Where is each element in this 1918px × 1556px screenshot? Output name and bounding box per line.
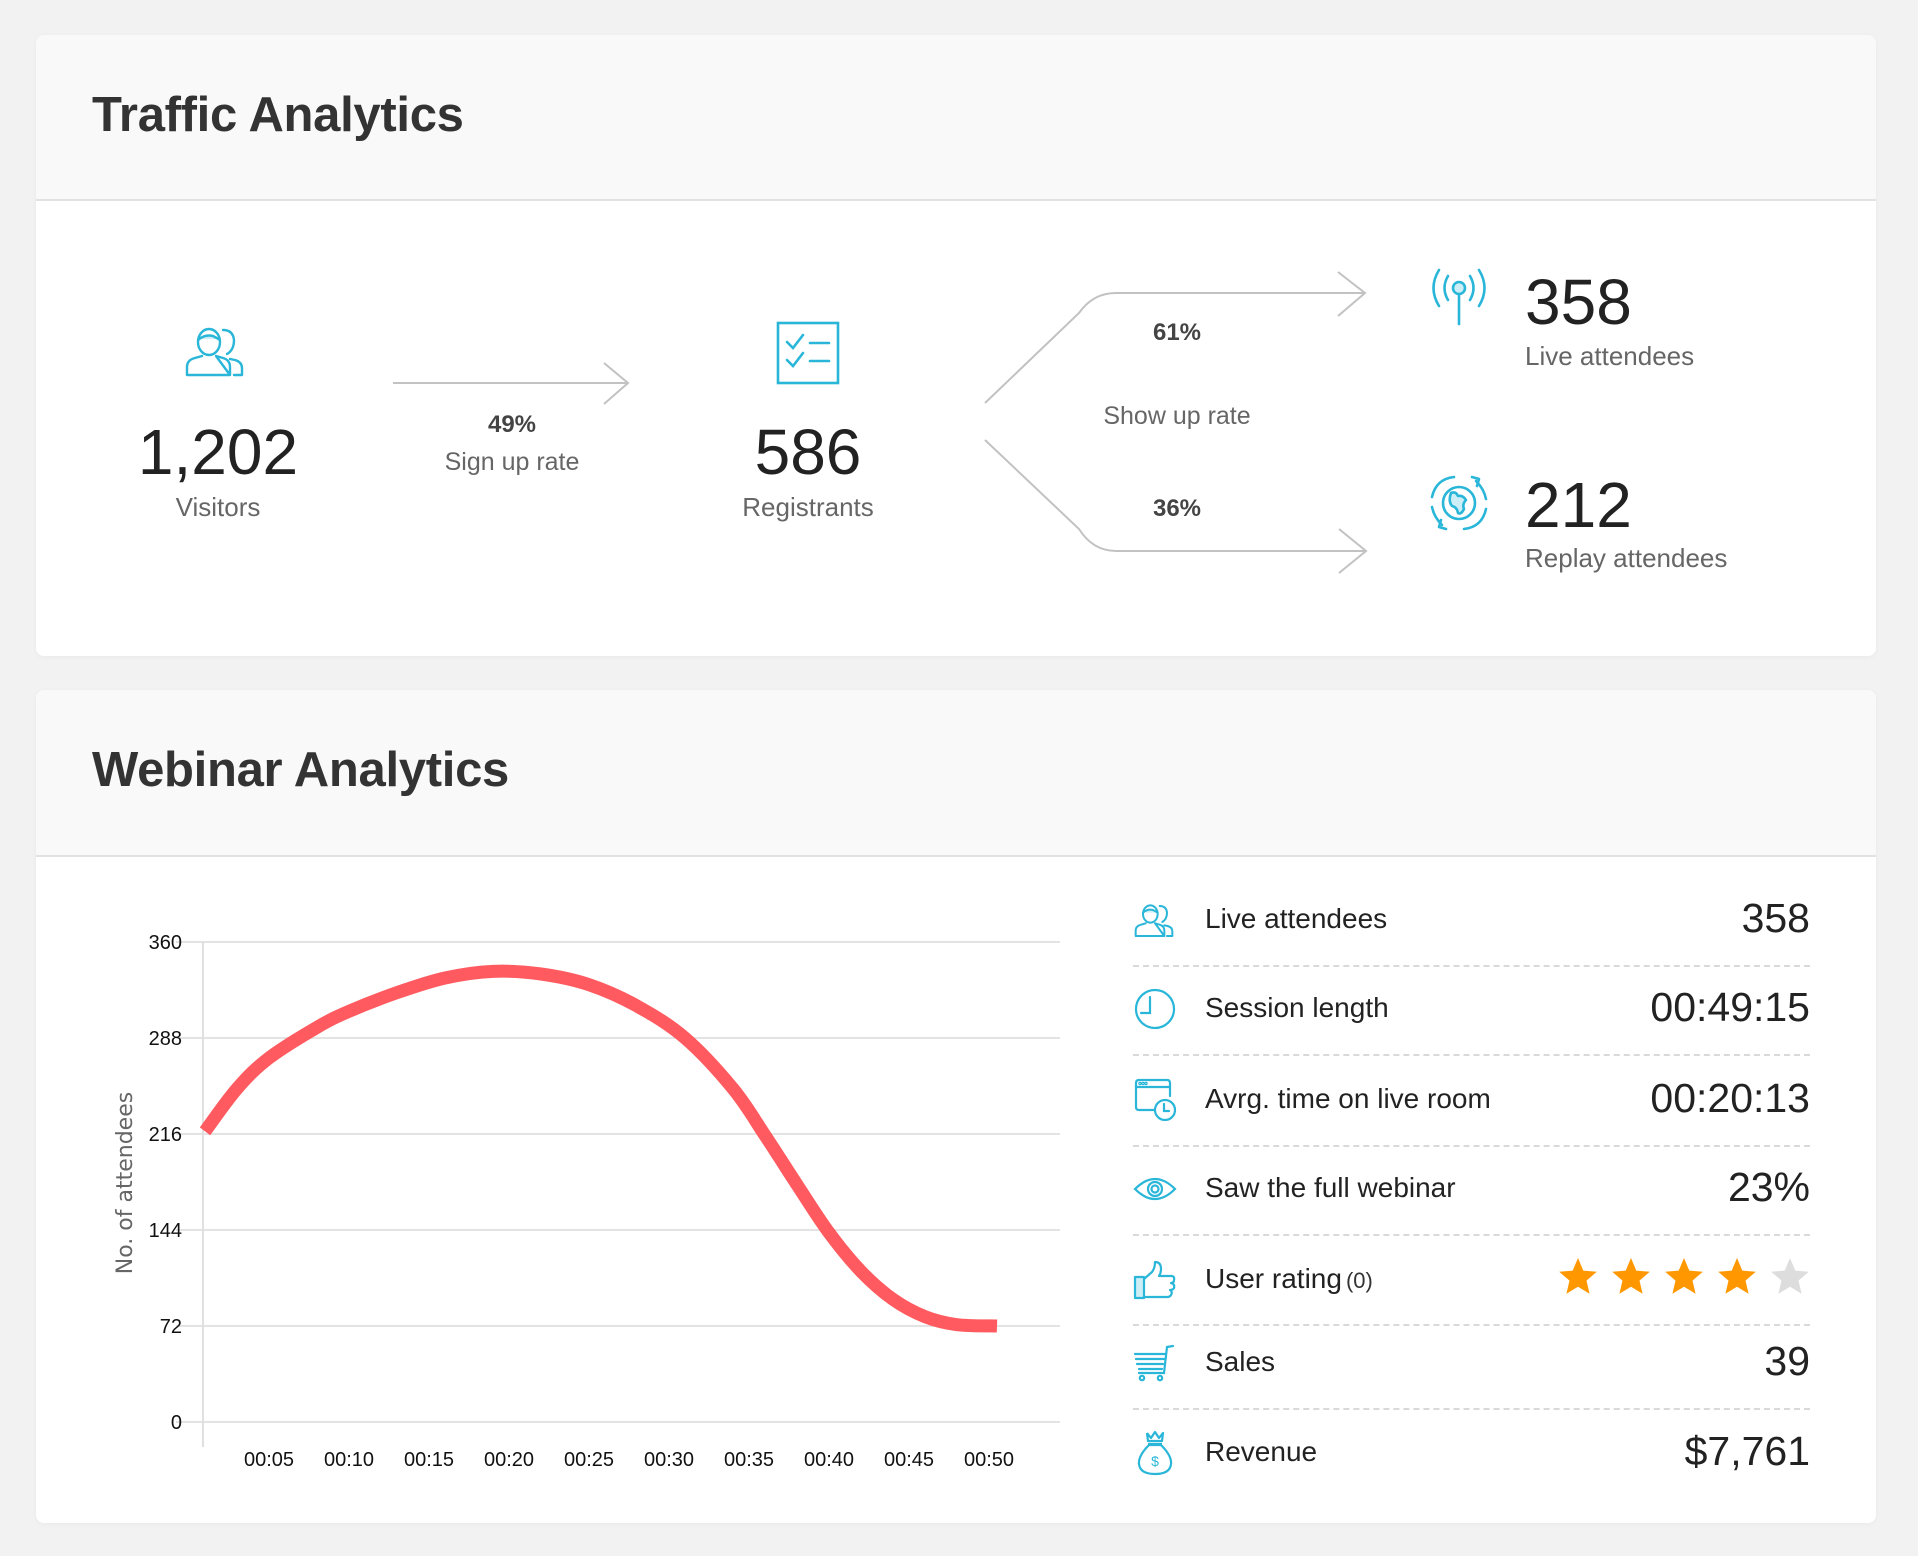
replay-attendees-label: Replay attendees <box>1525 543 1728 573</box>
eye-icon <box>1133 1167 1177 1211</box>
webinar-analytics-card: Webinar Analytics 0 72 144 216 288 360 00:05 0… <box>36 690 1876 1523</box>
x-tick-label: 00:10 <box>324 1449 374 1471</box>
stat-value: 39 <box>1764 1338 1810 1384</box>
traffic-analytics-title: Traffic Analytics <box>92 88 464 142</box>
signup-arrow <box>393 362 630 405</box>
x-tick-label: 00:30 <box>644 1449 694 1471</box>
globe-refresh-icon <box>1426 471 1492 535</box>
stat-row: Sales 39 <box>1133 1333 1810 1393</box>
traffic-analytics-header: Traffic Analytics <box>36 35 1876 201</box>
x-tick-label: 00:40 <box>804 1449 854 1471</box>
x-tick-label: 00:05 <box>244 1449 294 1471</box>
y-tick-label: 0 <box>171 1412 182 1434</box>
star-filled-icon[interactable] <box>1611 1256 1651 1296</box>
live-attendees-label: Live attendees <box>1525 341 1695 371</box>
webinar-analytics-title: Webinar Analytics <box>92 743 509 797</box>
attendees-line-chart: 0 72 144 216 288 360 00:05 00:10 00:15 00:20 00:2… <box>113 932 1060 1471</box>
stat-label: Live attendees <box>1205 903 1388 935</box>
stat-label: Saw the full webinar <box>1205 1172 1456 1204</box>
star-empty-icon[interactable] <box>1770 1256 1810 1296</box>
stat-value: $7,761 <box>1684 1428 1810 1474</box>
x-tick-label: 00:50 <box>964 1449 1014 1471</box>
showup-rate-label: Show up rate <box>1103 402 1251 430</box>
checklist-icon <box>775 320 841 386</box>
x-tick-label: 00:15 <box>404 1449 454 1471</box>
star-filled-icon[interactable] <box>1717 1256 1757 1296</box>
stat-label-text: Session length <box>1205 992 1389 1023</box>
webinar-analytics-header: Webinar Analytics <box>36 690 1876 857</box>
people-icon <box>183 325 249 377</box>
live-attendees-count: 358 <box>1525 266 1632 338</box>
dashed-divider <box>1133 1408 1810 1410</box>
dashed-divider <box>1133 1324 1810 1326</box>
people-icon <box>1133 898 1177 942</box>
money-bag-icon: $ <box>1133 1430 1177 1476</box>
traffic-analytics-card: Traffic Analytics 1,202 <box>36 35 1876 656</box>
dashed-divider <box>1133 965 1810 967</box>
stat-label-text: Revenue <box>1205 1436 1318 1467</box>
signup-rate-label: Sign up rate <box>444 448 580 476</box>
y-axis-title: No. of attendees <box>113 1092 138 1274</box>
live-arrow <box>984 271 1367 404</box>
x-tick-label: 00:25 <box>564 1449 614 1471</box>
y-tick-label: 144 <box>149 1220 182 1242</box>
signup-rate-value: 49% <box>487 411 537 438</box>
stat-row: $ Revenue $7,761 <box>1133 1423 1810 1483</box>
stat-label-text: Sales <box>1205 1346 1276 1377</box>
registrants-label: Registrants <box>742 492 874 522</box>
clock-icon <box>1133 987 1177 1031</box>
stat-row: Session length 00:49:15 <box>1133 979 1810 1039</box>
stat-row: User rating (0) <box>1133 1250 1810 1310</box>
dashed-divider <box>1133 1234 1810 1236</box>
replay-arrow <box>984 439 1368 574</box>
stat-label: Avrg. time on live room <box>1205 1083 1491 1115</box>
window-clock-icon <box>1133 1078 1177 1122</box>
cart-icon <box>1133 1341 1177 1385</box>
stat-row: Avrg. time on live room 00:20:13 <box>1133 1070 1810 1130</box>
rating-count: (0) <box>1345 1268 1373 1293</box>
y-tick-label: 360 <box>149 932 182 954</box>
star-rating[interactable] <box>1558 1256 1810 1296</box>
thumbs-up-icon <box>1133 1258 1177 1302</box>
visitors-count: 1,202 <box>137 416 299 488</box>
x-tick-label: 00:45 <box>884 1449 934 1471</box>
stat-label-text: Saw the full webinar <box>1205 1172 1456 1203</box>
stat-value: 358 <box>1741 895 1810 941</box>
stat-value: 00:20:13 <box>1650 1075 1810 1121</box>
registrants-count: 586 <box>754 416 862 488</box>
funnel-arrows <box>393 271 1368 574</box>
stat-label-text: Avrg. time on live room <box>1205 1083 1491 1114</box>
stat-label-text: Live attendees <box>1205 903 1388 934</box>
x-tick-label: 00:35 <box>724 1449 774 1471</box>
live-rate-value: 61% <box>1152 319 1202 346</box>
stat-label-text: User rating <box>1205 1263 1342 1294</box>
stat-row: Saw the full webinar 23% <box>1133 1159 1810 1219</box>
replay-attendees-count: 212 <box>1525 469 1632 541</box>
x-tick-label: 00:20 <box>484 1449 534 1471</box>
replay-rate-value: 36% <box>1152 495 1202 522</box>
stat-row: Live attendees 358 <box>1133 890 1810 950</box>
visitors-label: Visitors <box>175 492 261 522</box>
y-tick-label: 216 <box>149 1124 182 1146</box>
attendees-series-line <box>199 964 998 1333</box>
svg-text:$: $ <box>1151 1453 1159 1469</box>
broadcast-icon <box>1426 268 1492 328</box>
stat-label: Session length <box>1205 992 1389 1024</box>
y-tick-label: 288 <box>149 1028 182 1050</box>
y-tick-label: 72 <box>160 1316 182 1338</box>
stat-label: User rating (0) <box>1205 1263 1373 1295</box>
stat-value: 23% <box>1727 1164 1810 1210</box>
star-filled-icon[interactable] <box>1558 1256 1598 1296</box>
stat-value: 00:49:15 <box>1650 984 1810 1030</box>
star-filled-icon[interactable] <box>1664 1256 1704 1296</box>
dashed-divider <box>1133 1054 1810 1056</box>
stat-label: Revenue <box>1205 1436 1318 1468</box>
stat-label: Sales <box>1205 1346 1276 1378</box>
dashed-divider <box>1133 1145 1810 1147</box>
